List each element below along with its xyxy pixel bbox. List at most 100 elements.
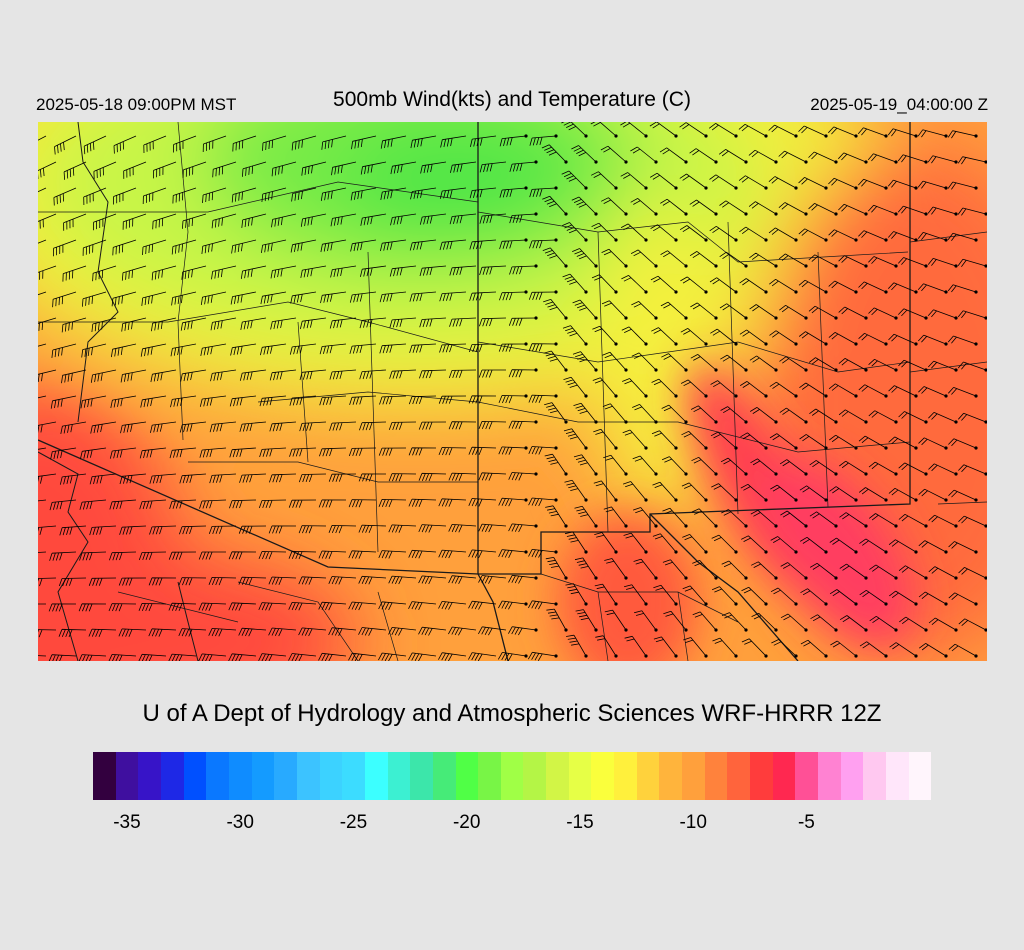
wind-barb [602, 351, 627, 371]
wind-barb-dot [624, 472, 628, 476]
wind-barb-dot [894, 472, 898, 476]
wind-barb [887, 128, 917, 137]
wind-barb [378, 652, 407, 661]
wind-barb-dot [674, 550, 678, 554]
colorbar-swatch [160, 752, 184, 800]
wind-barb [798, 331, 827, 345]
wind-barb-dot [554, 238, 558, 242]
wind-barb [948, 438, 977, 449]
wind-barb [113, 135, 137, 154]
wind-barb [240, 265, 267, 279]
wind-barb [209, 473, 237, 484]
wind-barb [868, 204, 897, 215]
wind-barb [622, 429, 647, 449]
wind-barb [621, 326, 647, 345]
wind-barb [888, 436, 917, 449]
wind-barb [918, 437, 947, 449]
wind-barb [918, 540, 947, 553]
wind-barb-dot [914, 290, 918, 294]
wind-barb-dot [714, 576, 718, 580]
wind-barb [169, 447, 197, 459]
wind-barb-dot [924, 160, 928, 164]
wind-barb [508, 369, 537, 378]
wind-barb-dot [794, 654, 798, 658]
wind-barb-dot [974, 290, 978, 294]
wind-barb [499, 135, 527, 147]
wind-barb-dot [524, 134, 528, 138]
wind-barb-dot [644, 290, 648, 294]
wind-barb [242, 161, 267, 177]
wind-barb [888, 487, 917, 501]
wind-barb-dot [584, 238, 588, 242]
wind-barb [620, 172, 647, 189]
wind-barb [809, 408, 837, 423]
wind-barb [749, 355, 777, 371]
wind-barb [360, 161, 387, 175]
wind-barb [947, 284, 977, 293]
wind-barb [660, 250, 687, 267]
wind-barb [478, 472, 507, 481]
wind-barb [151, 265, 177, 281]
wind-barb-dot [774, 316, 778, 320]
wind-barb [298, 473, 327, 483]
wind-barb-dot [554, 134, 558, 138]
wind-barb [358, 575, 387, 585]
wind-barb-dot [834, 316, 838, 320]
wind-barb [499, 187, 527, 198]
wind-barb-dot [594, 264, 598, 268]
wind-barb [529, 135, 557, 146]
wind-barb [288, 602, 317, 611]
wind-barb-dot [794, 602, 798, 606]
wind-barb [288, 550, 317, 560]
wind-barb [712, 637, 737, 657]
wind-barb [149, 473, 177, 484]
wind-barb [38, 473, 57, 484]
wind-barb [529, 187, 557, 198]
wind-barb [62, 265, 87, 282]
wind-barb [498, 497, 527, 507]
wind-barb [388, 575, 417, 585]
wind-barb [498, 549, 527, 558]
wind-barb [380, 135, 407, 149]
wind-barb [478, 369, 506, 378]
wind-barb [320, 187, 347, 201]
wind-barb-dot [924, 368, 928, 372]
wind-barb [778, 202, 807, 215]
wind-barb [798, 177, 827, 189]
wind-barb [720, 457, 747, 475]
wind-barb [358, 627, 387, 636]
wind-barb-dot [644, 134, 648, 138]
wind-barb [808, 357, 837, 371]
wind-barb [331, 161, 357, 176]
wind-barb [928, 514, 957, 527]
wind-barb [508, 317, 537, 326]
wind-barb [958, 515, 987, 527]
wind-barb-dot [824, 238, 828, 242]
wind-barb [679, 225, 707, 241]
wind-barb-dot [974, 134, 978, 138]
wind-barb-dot [534, 160, 538, 164]
wind-barb [661, 353, 687, 371]
wind-barb [858, 435, 887, 449]
colorbar-swatch [568, 752, 592, 800]
wind-barb [948, 387, 977, 397]
wind-barb-dot [564, 524, 568, 528]
wind-barb [591, 222, 617, 241]
wind-barb [630, 198, 657, 215]
wind-barb [527, 651, 557, 661]
wind-barb [153, 161, 177, 179]
wind-barb [182, 213, 207, 229]
wind-barb [63, 161, 87, 180]
wind-barb [868, 461, 897, 475]
wind-barb [419, 213, 447, 225]
wind-barb-dot [864, 472, 868, 476]
wind-barb [720, 406, 747, 423]
wind-barb-dot [824, 290, 828, 294]
wind-barb-dot [834, 368, 838, 372]
wind-barb [228, 602, 257, 611]
wind-barb [349, 343, 377, 354]
wind-barb [178, 628, 207, 637]
colorbar-swatch [704, 752, 728, 800]
map-panel[interactable] [38, 122, 987, 661]
wind-barb [38, 525, 57, 535]
